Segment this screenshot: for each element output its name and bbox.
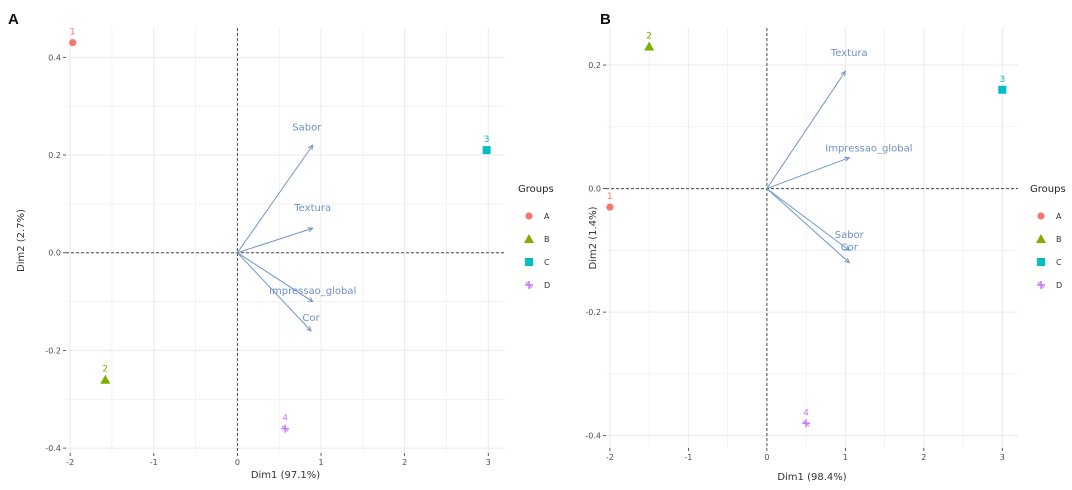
variable-arrowhead <box>307 297 314 303</box>
variable-arrowhead <box>844 257 851 264</box>
legend-key <box>1037 281 1045 289</box>
legend-key <box>525 212 533 220</box>
data-point <box>644 41 655 51</box>
x-tick-label: 1 <box>843 453 848 462</box>
y-tick-label: 0.2 <box>588 61 601 70</box>
panel-label-b: B <box>600 11 611 28</box>
legend-label: C <box>544 258 550 267</box>
variable-label: Textura <box>293 203 331 214</box>
legend-label: D <box>544 281 550 290</box>
variable-arrowhead <box>844 245 851 252</box>
data-point <box>69 39 77 47</box>
biplot-panel-b: -2 -1 0 1 2 3 -0.4 -0.2 0.0 0.2 Dim1 (98.4%) Dim2 (… <box>585 28 1066 483</box>
x-tick-label: 0 <box>764 453 769 462</box>
variable-label: Sabor <box>292 123 322 134</box>
variable-arrow <box>766 157 850 190</box>
variable-arrow <box>766 70 846 189</box>
x-tick-label: 2 <box>402 458 407 467</box>
x-tick-label: -2 <box>66 458 74 467</box>
biplot-panel-a: -2 -1 0 1 2 3 -0.4 -0.2 0.0 0.2 0.4 Dim1 (97.1%) Dim… <box>16 28 554 481</box>
legend-key <box>1037 258 1045 266</box>
x-axis-title: Dim1 (97.1%) <box>251 470 320 481</box>
data-point <box>606 203 614 211</box>
variable-label: Cor <box>841 242 859 253</box>
legend-label: D <box>1056 281 1062 290</box>
variable-label: Impressao_global <box>269 286 356 297</box>
y-tick-label: -0.4 <box>45 444 61 453</box>
variable-arrowhead <box>308 144 314 151</box>
variable-arrow <box>766 188 850 251</box>
y-axis-title: Dim2 (2.7%) <box>16 209 27 272</box>
legend-label: C <box>1056 258 1062 267</box>
legend-label: B <box>544 235 550 244</box>
variable-arrow <box>237 144 314 253</box>
y-tick-label: 0.4 <box>48 53 61 62</box>
x-tick-label: 2 <box>921 453 926 462</box>
data-point <box>802 419 811 428</box>
y-axis-title: Dim2 (1.4%) <box>588 206 599 269</box>
legend-label: A <box>544 212 550 221</box>
data-point <box>998 85 1007 94</box>
variable-arrowhead <box>840 70 846 77</box>
point-label: 3 <box>484 135 490 145</box>
x-tick-label: 3 <box>1000 453 1005 462</box>
legend-key <box>525 281 533 289</box>
y-tick-label: -0.2 <box>585 308 601 317</box>
variable-arrow <box>237 252 313 302</box>
legend-label: B <box>1056 235 1062 244</box>
variable-arrowhead <box>307 227 314 233</box>
y-tick-label: -0.2 <box>45 346 61 355</box>
legend-key <box>1037 212 1045 220</box>
variable-label: Impressao_global <box>825 144 912 155</box>
variable-arrow <box>237 227 313 254</box>
x-tick-label: 1 <box>318 458 323 467</box>
y-tick-label: 0.0 <box>48 249 61 258</box>
x-tick-label: 3 <box>486 458 491 467</box>
grid <box>66 28 505 453</box>
legend-title: Groups <box>518 184 554 195</box>
y-tick-label: 0.2 <box>48 151 61 160</box>
x-tick-label: -2 <box>606 453 614 462</box>
legend-key <box>524 234 534 243</box>
legend-label: A <box>1056 212 1062 221</box>
variable-arrow <box>237 252 312 332</box>
point-label: 1 <box>607 192 613 202</box>
variable-arrow <box>766 188 850 264</box>
x-tick-label: -1 <box>684 453 692 462</box>
point-label: 3 <box>999 75 1005 85</box>
variable-arrowhead <box>306 325 312 332</box>
variable-label: Sabor <box>835 230 865 241</box>
x-axis-title: Dim1 (98.4%) <box>777 472 846 483</box>
y-tick-label: 0.0 <box>588 185 601 194</box>
legend-key <box>1036 234 1046 243</box>
data-point <box>482 146 491 155</box>
point-label: 2 <box>102 365 108 375</box>
legend-title: Groups <box>1030 184 1066 195</box>
data-point <box>100 374 111 384</box>
variable-arrowhead <box>844 156 851 162</box>
legend: Groups A B C D <box>1030 184 1066 290</box>
point-label: 2 <box>646 32 652 42</box>
panel-label-a: A <box>8 11 19 28</box>
variable-label: Textura <box>830 48 868 59</box>
legend: Groups A B C D <box>518 184 554 290</box>
y-tick-label: -0.4 <box>585 432 601 441</box>
x-tick-label: -1 <box>150 458 158 467</box>
data-point <box>281 424 290 433</box>
point-label: 4 <box>282 414 288 424</box>
point-label: 1 <box>70 28 76 38</box>
legend-key <box>525 258 533 266</box>
grid <box>606 28 1018 448</box>
point-label: 4 <box>803 408 809 418</box>
x-tick-label: 0 <box>235 458 240 467</box>
variable-label: Cor <box>302 313 320 324</box>
